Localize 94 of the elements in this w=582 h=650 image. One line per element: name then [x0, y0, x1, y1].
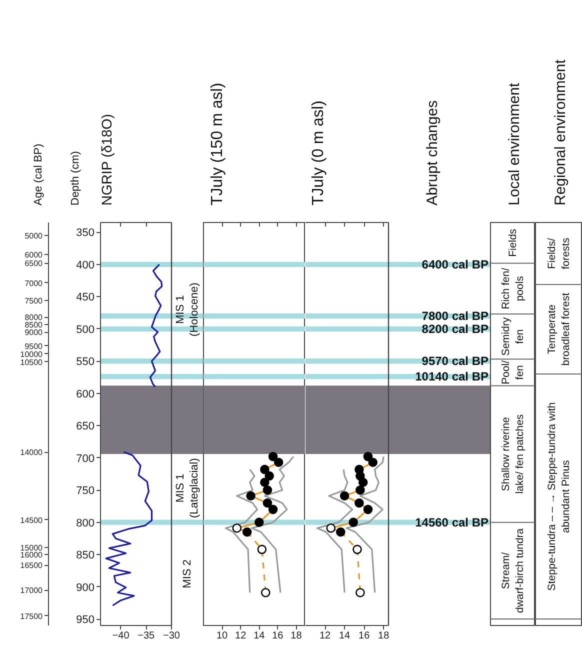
y-tick-label: 950 [76, 614, 95, 626]
text: 7500 [24, 296, 44, 306]
point [358, 478, 368, 487]
text: 14000 [20, 448, 44, 458]
point [232, 523, 242, 533]
annotation: 7800 cal BP [422, 308, 489, 323]
text: Pool/ fen [500, 360, 526, 384]
x-tick-label: 12 [319, 630, 332, 642]
text: Temperate broadleaf forest [546, 292, 572, 366]
y-tick-label: 550 [76, 356, 95, 368]
y-tick-label: 650 [76, 420, 95, 433]
point [260, 588, 270, 598]
x-tick-label: 10 [216, 630, 228, 642]
text: 8000 [24, 313, 44, 322]
x-tick-label: −35 [138, 630, 156, 642]
y-axis-title: Depth (cm) [70, 151, 82, 206]
point [363, 452, 373, 462]
point [262, 485, 272, 495]
text: 15000 [20, 543, 44, 552]
point [274, 458, 284, 468]
y-tick-label: 850 [76, 550, 95, 562]
text: Shallow riverine lake/ fen patches [500, 414, 526, 494]
x-tick-label: 16 [358, 630, 370, 642]
text: Fields [507, 228, 519, 257]
annotation: 6400 cal BP [422, 257, 489, 272]
text: 6000 [24, 250, 44, 260]
point [354, 498, 364, 508]
annotation: 10140 cal BP [415, 370, 488, 384]
annotation: 14560 cal BP [415, 515, 488, 530]
text: MIS 1 (Lateglacial) [174, 458, 201, 518]
point [268, 504, 278, 514]
text: 9500 [24, 342, 44, 351]
text: Abrupt changes [424, 100, 441, 206]
annotation: 9570 cal BP [422, 354, 489, 368]
text: 17000 [20, 586, 44, 596]
y-tick-label: 700 [76, 452, 95, 465]
point [356, 485, 365, 495]
x-tick-label: −40 [112, 630, 130, 642]
point [246, 491, 256, 501]
x-tick-label: 12 [235, 630, 247, 642]
text: 9000 [24, 328, 44, 338]
point [268, 452, 278, 462]
text: 16500 [20, 561, 44, 570]
y-tick-label: 450 [76, 292, 95, 304]
chart-title: TJuly (0 m asl) [310, 100, 327, 206]
text: Fields/ forests [546, 238, 572, 270]
y-tick-label: 900 [76, 582, 95, 594]
y-tick-label: 400 [76, 259, 95, 272]
y-tick-label: 600 [76, 388, 95, 400]
point [352, 544, 362, 554]
chart-title: NGRIP (δ18O) [98, 114, 114, 206]
x-tick-label: 14 [338, 630, 351, 642]
point [264, 471, 274, 481]
point [356, 588, 365, 598]
point [368, 458, 378, 468]
x-tick-label: 16 [272, 630, 284, 642]
y-tick-label: 750 [76, 485, 95, 498]
point [326, 523, 336, 533]
x-tick-label: 18 [378, 630, 390, 642]
text: 8500 [24, 320, 44, 330]
text: 14500 [20, 516, 44, 525]
text: Local environment [506, 82, 523, 206]
point [260, 464, 270, 474]
text: 17500 [20, 612, 44, 621]
text: 6500 [24, 259, 44, 268]
chart-title: TJuly (150 m asl) [209, 82, 226, 206]
point [242, 527, 252, 537]
y-tick-label: 350 [76, 227, 95, 240]
text: Regional environment [552, 58, 569, 206]
point [348, 518, 358, 527]
text: 7000 [24, 278, 44, 288]
x-tick-label: −30 [163, 630, 180, 642]
point [340, 491, 350, 501]
text: 10500 [20, 358, 44, 367]
point [336, 527, 346, 537]
y-tick-label: 500 [76, 324, 95, 336]
text: 10000 [20, 350, 44, 359]
text: 5000 [24, 231, 44, 240]
x-tick-label: 14 [254, 630, 266, 642]
text: MIS 2 [182, 560, 194, 588]
point [254, 518, 264, 527]
text: 16000 [20, 550, 44, 560]
text: Stream/ dwarf-birch tundra [500, 528, 526, 613]
point [257, 544, 267, 554]
text: MIS 1 (Holocene) [174, 282, 201, 336]
text: Rich fen/ pools [500, 268, 526, 310]
point [262, 498, 272, 508]
text: Age (cal BP) [32, 144, 44, 206]
y-tick-label: 800 [76, 517, 95, 530]
text: Semidry fen [500, 316, 526, 356]
point [363, 504, 373, 514]
x-tick-label: 18 [290, 630, 302, 642]
point [260, 478, 270, 487]
annotation: 8200 cal BP [422, 322, 489, 336]
